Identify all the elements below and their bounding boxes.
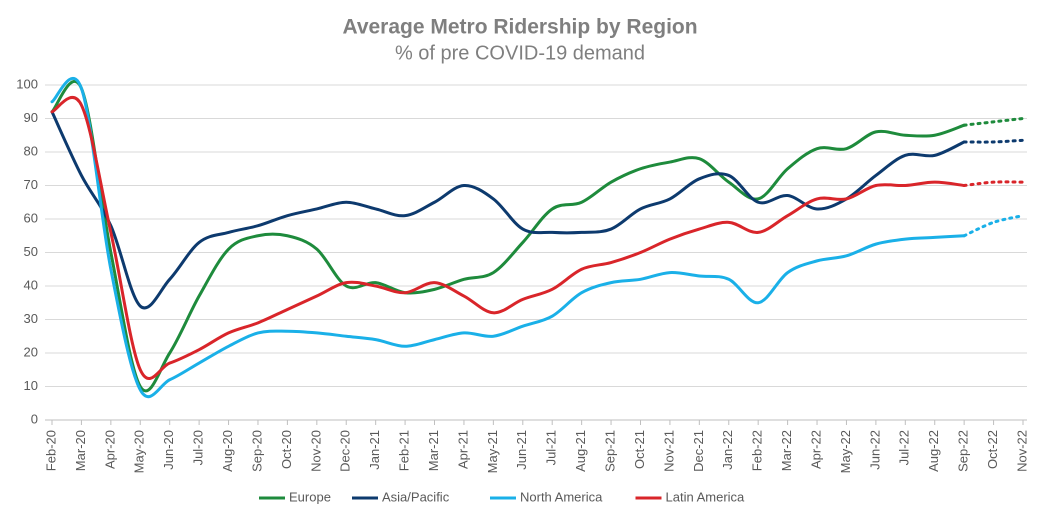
projection-line — [962, 214, 1025, 238]
y-tick-label: 20 — [24, 344, 38, 359]
x-tick-label: Aug-20 — [220, 430, 235, 472]
legend-label: Asia/Pacific — [382, 489, 450, 504]
x-tick-label: Sep-21 — [602, 430, 617, 472]
x-tick-label: May-21 — [485, 430, 500, 473]
series-line — [50, 96, 966, 380]
projection-line — [962, 180, 1025, 187]
x-tick-label: May-20 — [132, 430, 147, 473]
y-tick-label: 40 — [24, 277, 38, 292]
x-tick-label: Aug-21 — [573, 430, 588, 472]
series-line — [50, 110, 966, 310]
x-tick-label: Nov-20 — [308, 430, 323, 472]
x-tick-label: May-22 — [838, 430, 853, 473]
x-tick-label: Feb-22 — [750, 430, 765, 471]
y-tick-label: 50 — [24, 244, 38, 259]
x-tick-label: Feb-21 — [397, 430, 412, 471]
x-tick-label: Nov-22 — [1014, 430, 1029, 472]
x-tick-label: Mar-21 — [426, 430, 441, 471]
x-tick-label: Feb-20 — [43, 430, 58, 471]
x-tick-label: Jun-20 — [161, 430, 176, 470]
x-tick-label: Mar-20 — [73, 430, 88, 471]
x-tick-label: Dec-20 — [338, 430, 353, 472]
series-line — [50, 79, 966, 393]
x-tick-label: Sep-22 — [956, 430, 971, 472]
x-tick-label: Jun-21 — [514, 430, 529, 470]
legend-label: Latin America — [666, 489, 746, 504]
legend-label: Europe — [289, 489, 331, 504]
x-tick-label: Jan-21 — [367, 430, 382, 470]
x-tick-label: Jul-21 — [544, 430, 559, 465]
projection-line — [962, 117, 1025, 127]
projection-line — [962, 138, 1025, 144]
x-tick-label: Dec-21 — [691, 430, 706, 472]
x-tick-label: Oct-20 — [279, 430, 294, 469]
y-tick-label: 10 — [24, 378, 38, 393]
x-tick-label: Apr-20 — [102, 430, 117, 469]
chart-title: Average Metro Ridership by Region — [342, 16, 697, 39]
x-tick-label: Nov-21 — [661, 430, 676, 472]
y-tick-label: 30 — [24, 311, 38, 326]
x-tick-label: Aug-22 — [926, 430, 941, 472]
x-tick-label: Jun-22 — [867, 430, 882, 470]
y-tick-label: 80 — [24, 143, 38, 158]
x-tick-label: Jul-22 — [897, 430, 912, 465]
y-tick-label: 100 — [16, 76, 38, 91]
y-tick-label: 70 — [24, 177, 38, 192]
x-tick-label: Apr-22 — [808, 430, 823, 469]
y-tick-label: 0 — [31, 411, 38, 426]
x-tick-label: Apr-21 — [455, 430, 470, 469]
y-tick-label: 90 — [24, 110, 38, 125]
series-line — [50, 77, 966, 399]
x-tick-label: Jul-20 — [191, 430, 206, 465]
y-tick-label: 60 — [24, 210, 38, 225]
x-tick-label: Jan-22 — [720, 430, 735, 470]
x-tick-label: Oct-21 — [632, 430, 647, 469]
x-tick-label: Oct-22 — [985, 430, 1000, 469]
x-tick-label: Sep-20 — [249, 430, 264, 472]
x-tick-label: Mar-22 — [779, 430, 794, 471]
legend-label: North America — [520, 489, 603, 504]
chart-subtitle: % of pre COVID-19 demand — [395, 42, 645, 64]
